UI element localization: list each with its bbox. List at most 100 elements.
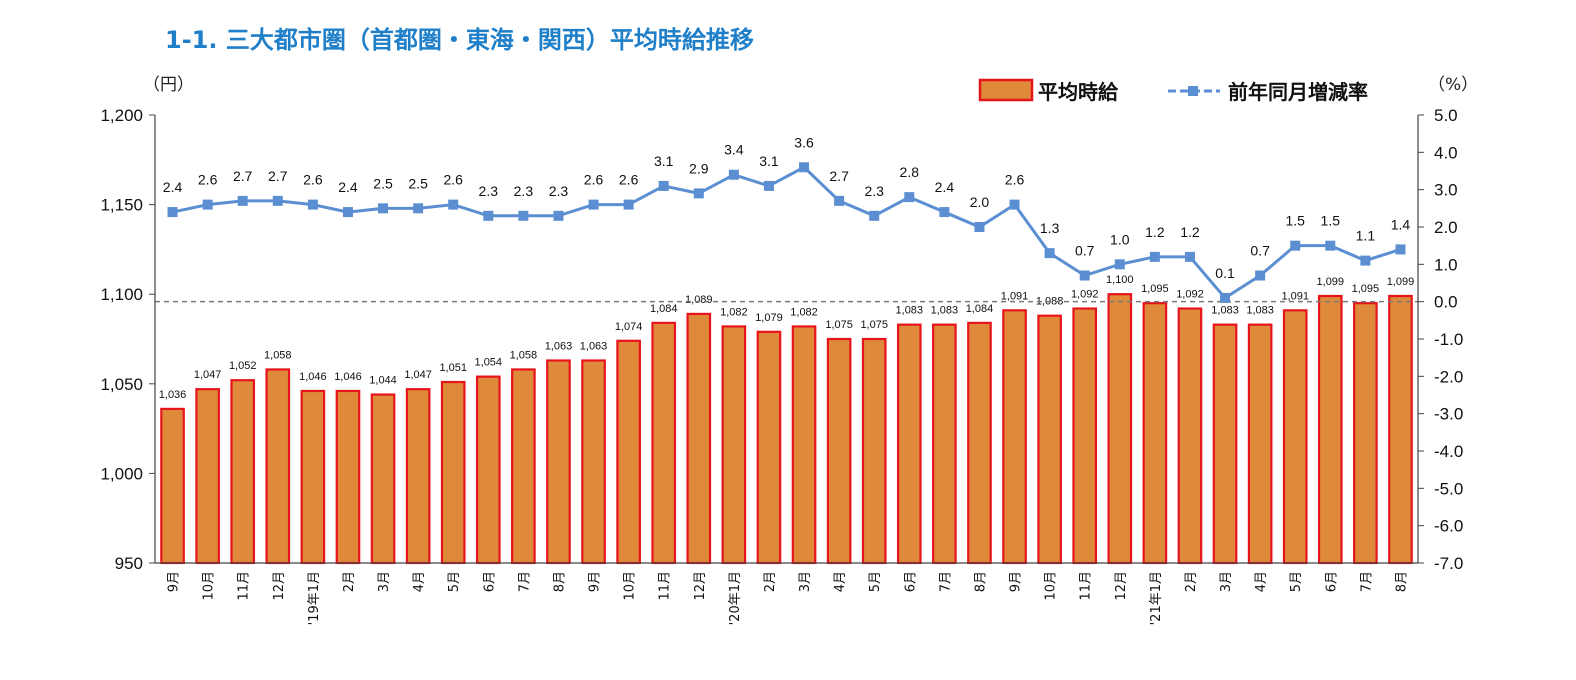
bar-value-label: 1,084	[650, 303, 678, 315]
rate-marker	[728, 169, 739, 180]
rate-marker	[693, 188, 704, 199]
bar	[1037, 314, 1062, 565]
x-category-label: 11月	[237, 571, 252, 601]
rate-value-label: 2.6	[443, 172, 463, 188]
rate-marker	[834, 195, 845, 206]
bar-value-label: 1,075	[860, 319, 888, 331]
rate-value-label: 2.3	[864, 183, 884, 199]
bar-value-label: 1,083	[896, 305, 924, 317]
rate-marker	[553, 210, 564, 221]
bar-value-label: 1,063	[580, 341, 608, 353]
bar-value-label: 1,036	[159, 389, 187, 401]
rate-value-label: 2.5	[373, 175, 393, 191]
rate-marker	[378, 203, 389, 214]
x-category-label: 4月	[833, 571, 848, 592]
right-tick-label: 0.0	[1434, 293, 1458, 312]
rate-value-label: 2.7	[268, 168, 288, 184]
bar-value-label: 1,099	[1317, 276, 1345, 288]
legend-line-label: 前年同月増減率	[1228, 80, 1368, 104]
rate-marker	[974, 222, 985, 232]
bar	[1142, 302, 1168, 565]
rate-marker	[483, 210, 494, 221]
bar-value-label: 1,091	[1281, 290, 1309, 302]
rate-marker	[1044, 248, 1055, 259]
right-tick-label: 4.0	[1434, 143, 1458, 162]
rate-marker	[518, 210, 529, 221]
x-category-label: 6月	[1324, 571, 1339, 592]
bar	[1212, 323, 1238, 565]
bar	[546, 359, 571, 565]
rate-value-label: 0.7	[1250, 243, 1270, 259]
rate-marker	[1255, 270, 1266, 281]
legend-line-marker	[1188, 86, 1198, 96]
rate-marker	[1114, 259, 1125, 270]
bar-value-label: 1,095	[1352, 283, 1380, 295]
right-tick-label: -1.0	[1434, 330, 1463, 349]
x-category-label: 9月	[1009, 571, 1024, 592]
rate-value-label: 3.1	[759, 153, 779, 169]
x-category-label: 7月	[938, 571, 953, 592]
rate-value-label: 2.8	[900, 164, 920, 180]
legend-bar-swatch	[978, 78, 1034, 102]
right-axis-ticks: 5.0 4.0 3.0 2.0 1.0 0.0 -1.0 -2.0 -3.0 -4.0 -5.0 -6…	[1418, 106, 1463, 573]
rate-value-label: 2.0	[970, 194, 990, 210]
bar-value-label: 1,047	[404, 369, 432, 381]
bar	[756, 330, 782, 565]
bar-value-label: 1,091	[1001, 290, 1029, 302]
rate-value-label: 1.2	[1145, 224, 1165, 240]
bar-value-label: 1,044	[369, 375, 397, 387]
bar-value-label: 1,082	[720, 306, 748, 318]
bar-value-label: 1,052	[229, 360, 257, 372]
bar	[896, 323, 922, 565]
bar-value-label: 1,075	[825, 319, 853, 331]
x-category-label: 11月	[658, 571, 673, 601]
x-category-label: 8月	[552, 571, 567, 592]
rate-marker	[237, 195, 248, 206]
left-tick-label: 1,100	[100, 285, 143, 304]
bar	[721, 325, 747, 565]
bar	[1317, 294, 1343, 565]
rate-value-label: 1.1	[1356, 228, 1376, 244]
left-axis-ticks: 950 1,000 1,050 1,100 1,150 1,200	[100, 106, 155, 573]
bar	[826, 337, 852, 565]
x-axis-labels: 9月 10月 11月 12月 '19年1月 2月 3月 4月 5月 6月 7月 8月 9月 10月 11月 1…	[167, 571, 1410, 625]
bar	[1247, 323, 1273, 565]
rate-marker	[763, 180, 774, 191]
rate-value-label: 2.9	[689, 160, 709, 176]
rate-value-label: 2.3	[479, 183, 499, 199]
x-category-label: '21年1月	[1149, 571, 1164, 625]
x-category-label: 12月	[272, 571, 287, 601]
right-tick-label: -2.0	[1434, 367, 1463, 386]
x-category-label: 5月	[447, 571, 462, 592]
bar-value-label: 1,092	[1071, 289, 1099, 301]
legend: 平均時給 前年同月増減率	[978, 78, 1368, 104]
bar	[1388, 294, 1413, 565]
rate-value-label: 2.7	[233, 168, 253, 184]
bar-value-label: 1,063	[545, 341, 573, 353]
rate-value-label: 1.5	[1285, 213, 1305, 229]
bar	[791, 325, 817, 565]
x-category-label: 8月	[1394, 571, 1409, 592]
right-tick-label: -5.0	[1434, 479, 1463, 498]
bar	[1282, 309, 1308, 565]
rate-marker	[413, 203, 424, 214]
rate-line	[172, 165, 1401, 300]
x-category-label: 3月	[798, 571, 813, 592]
left-tick-label: 1,150	[100, 196, 143, 215]
right-tick-label: 3.0	[1434, 181, 1458, 200]
bar	[861, 337, 887, 565]
bar	[581, 359, 606, 565]
rate-value-label: 3.4	[724, 142, 744, 158]
legend-bar-label: 平均時給	[1038, 80, 1119, 104]
bar-value-label: 1,082	[790, 306, 818, 318]
rate-marker	[1360, 255, 1371, 266]
rate-value-label: 2.4	[338, 179, 358, 195]
rate-marker	[1220, 292, 1231, 303]
rate-value-label: 2.3	[549, 183, 569, 199]
left-tick-label: 1,000	[100, 464, 143, 483]
bar	[1107, 293, 1133, 565]
rate-value-label: 2.6	[619, 172, 639, 188]
rate-value-label: 1.2	[1180, 224, 1200, 240]
right-tick-label: -3.0	[1434, 405, 1463, 424]
